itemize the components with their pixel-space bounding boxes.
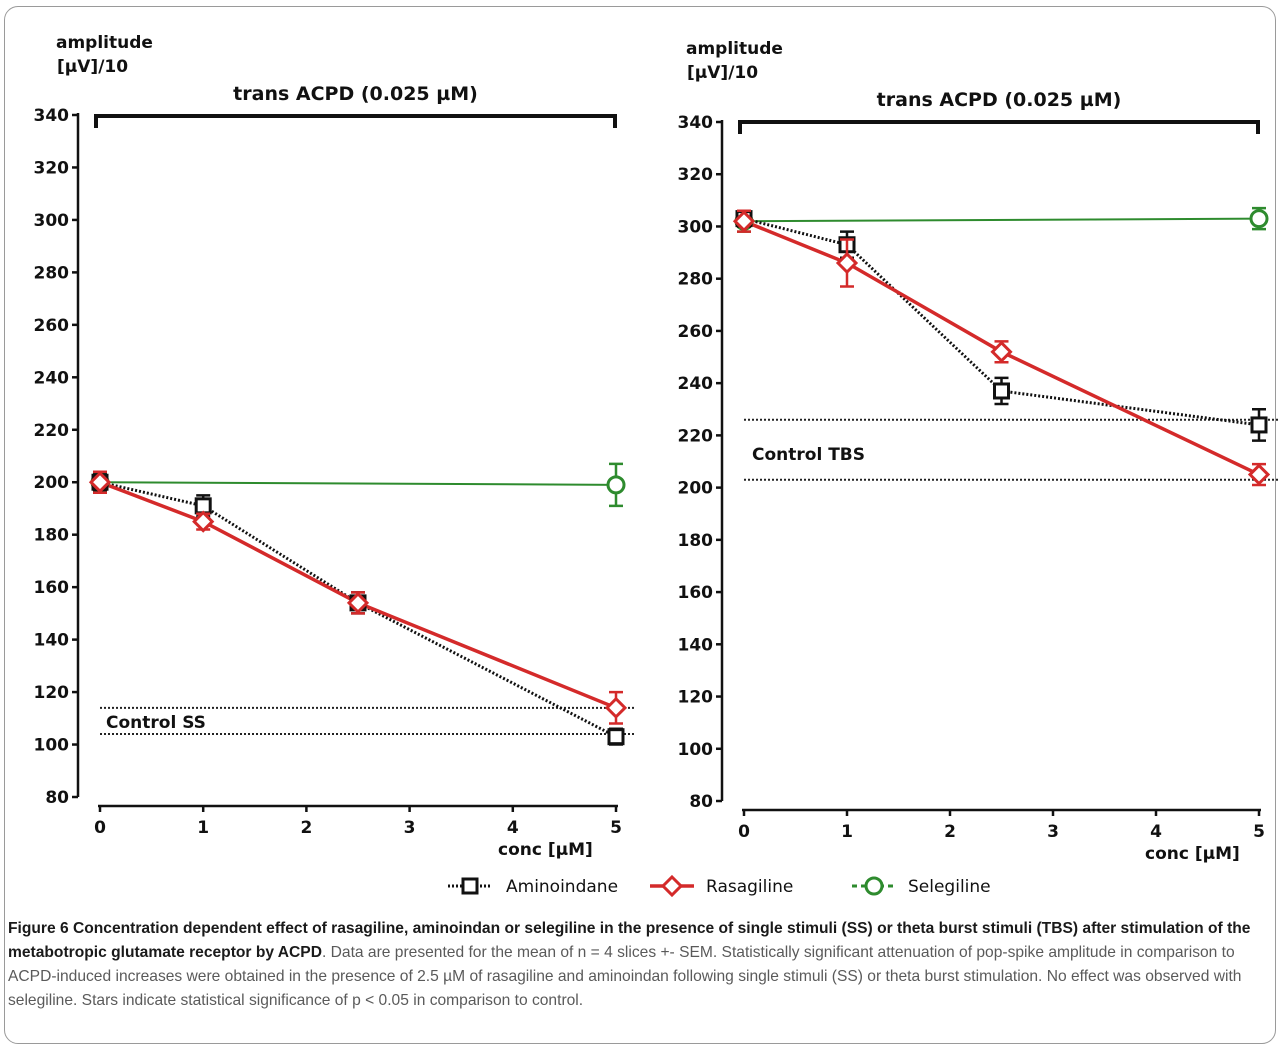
y-axis-title-line1: amplitude — [56, 33, 153, 53]
x-tick-label: 5 — [610, 818, 622, 838]
data-point-selegiline — [606, 475, 626, 495]
x-tick-label: 3 — [404, 818, 416, 838]
y-tick-label: 100 — [678, 740, 714, 760]
y-tick-label: 200 — [34, 473, 70, 493]
y-tick-label: 260 — [678, 322, 714, 342]
x-tick-label: 0 — [94, 818, 106, 838]
y-tick-label: 160 — [678, 583, 714, 603]
legend-label-selegiline: Selegiline — [908, 877, 991, 897]
y-tick-label: 120 — [34, 683, 70, 703]
data-point-rasagiline — [1247, 463, 1271, 486]
y-tick-label: 300 — [678, 217, 714, 237]
data-point-selegiline — [1249, 209, 1269, 229]
acpd-bracket — [738, 120, 1260, 134]
x-tick-label: 4 — [1150, 822, 1162, 842]
y-tick-label: 220 — [34, 421, 70, 441]
figure-charts: amplitude[µV]/10801001201401601802002202… — [34, 33, 1279, 898]
y-tick-label: 340 — [34, 106, 70, 126]
x-axis-title: conc [µM] — [498, 840, 593, 860]
x-tick-label: 0 — [738, 822, 750, 842]
acpd-bracket-label: trans ACPD (0.025 µM) — [877, 89, 1122, 111]
chart-legend: Aminoindane Rasagiline Selegiline — [448, 874, 991, 898]
x-tick-label: 1 — [841, 822, 853, 842]
control-label: Control TBS — [752, 445, 865, 465]
y-axis-title-line1: amplitude — [686, 39, 783, 59]
data-point-rasagiline — [192, 510, 215, 533]
y-tick-label: 140 — [34, 631, 70, 651]
y-tick-label: 280 — [34, 263, 70, 283]
figure-caption: Figure 6 Concentration dependent effect … — [8, 917, 1270, 1013]
acpd-bracket-label: trans ACPD (0.025 µM) — [233, 83, 478, 105]
y-tick-label: 120 — [678, 688, 714, 708]
x-axis-title: conc [µM] — [1145, 844, 1240, 864]
series-line-aminoindane — [743, 217, 1260, 427]
data-point-rasagiline — [990, 340, 1013, 363]
data-point-rasagiline — [88, 471, 112, 494]
y-tick-label: 220 — [678, 426, 714, 446]
data-point-rasagiline — [732, 210, 756, 233]
x-tick-label: 1 — [197, 818, 209, 838]
y-tick-label: 240 — [34, 368, 70, 388]
control-label: Control SS — [106, 713, 206, 733]
y-tick-label: 80 — [45, 788, 69, 808]
caption-text: . Data are presented for the mean of n =… — [8, 944, 1242, 1009]
acpd-bracket — [94, 114, 617, 128]
y-tick-label: 280 — [678, 270, 714, 290]
x-tick-label: 3 — [1047, 822, 1059, 842]
data-point-aminoindane — [607, 728, 625, 746]
series-line-rasagiline — [99, 480, 617, 710]
x-tick-label: 2 — [944, 822, 956, 842]
series-line-rasagiline — [743, 219, 1260, 477]
series-line-selegiline — [743, 217, 1260, 223]
legend-label-aminoindane: Aminoindane — [506, 877, 618, 897]
legend-label-rasagiline: Rasagiline — [706, 877, 793, 897]
y-tick-label: 180 — [34, 526, 70, 546]
y-tick-label: 260 — [34, 316, 70, 336]
chart-panel-theta-burst: amplitude[µV]/10801001201401601802002202… — [678, 39, 1279, 864]
data-point-rasagiline — [346, 591, 370, 615]
x-tick-label: 4 — [507, 818, 519, 838]
y-tick-label: 200 — [678, 479, 714, 499]
y-tick-label: 240 — [678, 374, 714, 394]
chart-panel-single-stimuli: amplitude[µV]/10801001201401601802002202… — [34, 33, 636, 860]
x-tick-label: 2 — [300, 818, 312, 838]
y-axis-title-line2: [µV]/10 — [687, 63, 758, 83]
y-tick-label: 140 — [678, 635, 714, 655]
legend-marker-rasagiline — [660, 874, 684, 898]
y-tick-label: 160 — [34, 578, 70, 598]
series-line-selegiline — [99, 481, 617, 486]
y-tick-label: 180 — [678, 531, 714, 551]
data-point-rasagiline — [604, 696, 628, 719]
y-tick-label: 100 — [34, 736, 70, 756]
figure-frame — [4, 6, 1276, 1044]
caption-title: Figure 6 Concentration dependent effect … — [8, 920, 1251, 961]
legend-marker-aminoindane — [461, 877, 479, 895]
legend-marker-selegiline — [864, 876, 884, 896]
data-point-rasagiline — [835, 251, 859, 275]
series-line-aminoindane — [99, 480, 617, 739]
y-tick-label: 320 — [678, 165, 714, 185]
x-tick-label: 5 — [1253, 822, 1265, 842]
y-tick-label: 340 — [678, 113, 714, 133]
y-tick-label: 80 — [689, 792, 713, 812]
data-point-aminoindane — [993, 382, 1010, 400]
y-axis-title-line2: [µV]/10 — [57, 57, 128, 77]
y-tick-label: 320 — [34, 158, 70, 178]
data-point-aminoindane — [1250, 416, 1268, 434]
y-tick-label: 300 — [34, 211, 70, 231]
